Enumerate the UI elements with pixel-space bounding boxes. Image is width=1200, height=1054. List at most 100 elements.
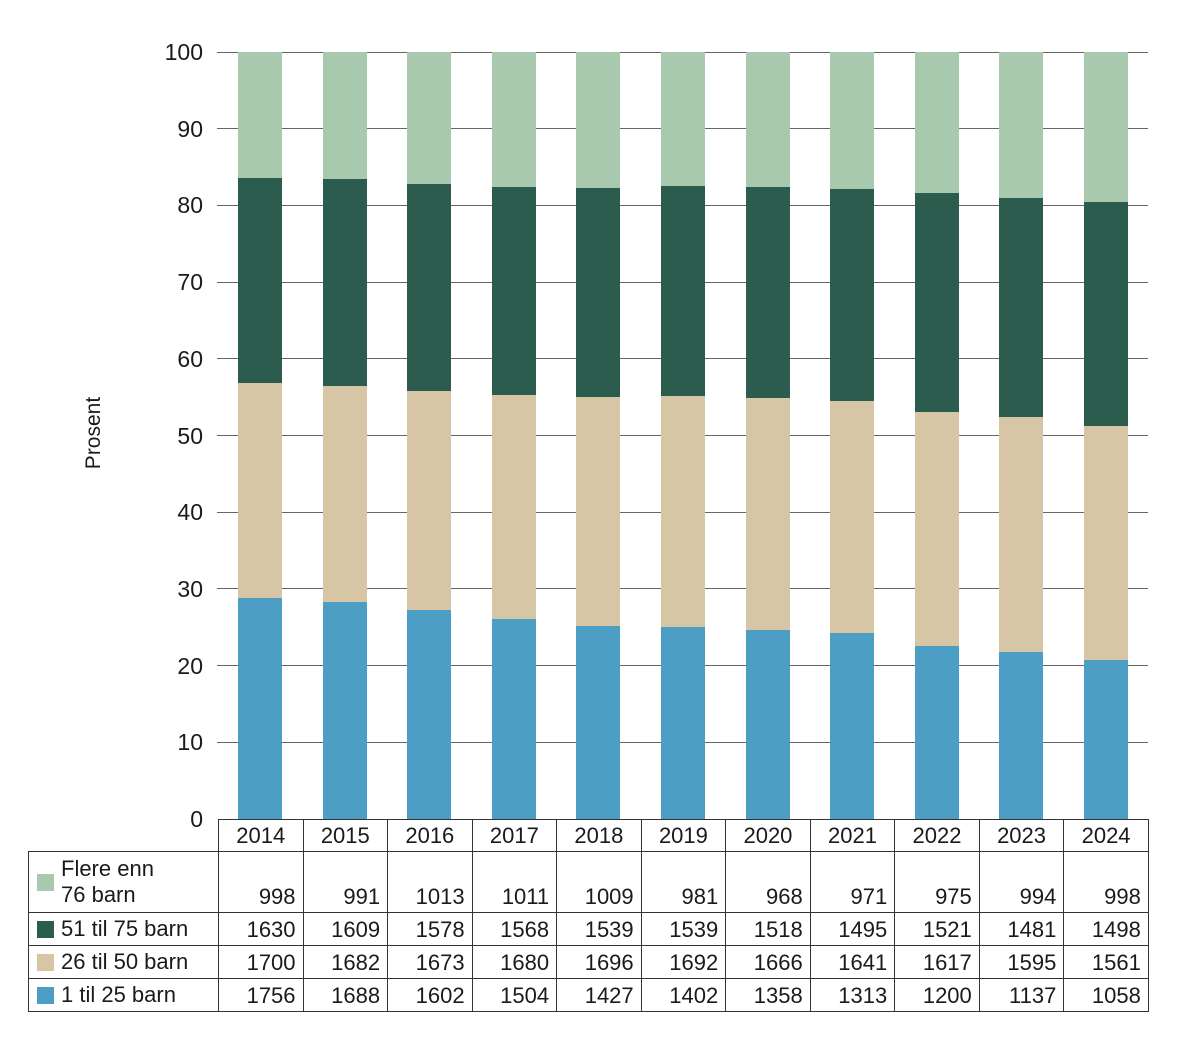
- bar-segment: [576, 396, 621, 626]
- y-tick-label-70: 70: [177, 269, 203, 296]
- bar-segment: [238, 597, 283, 819]
- value-cell: 998: [218, 851, 304, 913]
- bar-segment: [238, 177, 283, 384]
- value-cell: 975: [894, 851, 980, 913]
- table-row: Flere enn 76 barn 998 991 1013 1011 1009 981 968…: [28, 851, 1149, 913]
- y-tick-label-80: 80: [177, 192, 203, 219]
- bar-segment: [491, 618, 536, 819]
- bar-segment: [322, 52, 367, 180]
- series-label: Flere enn 76 barn: [61, 856, 154, 907]
- bar-segment: [914, 645, 959, 819]
- year-header: 2017: [471, 819, 558, 852]
- year-header: 2014: [218, 819, 304, 852]
- bar-segment: [576, 52, 621, 189]
- year-header: 2023: [978, 819, 1065, 852]
- bar-segment: [914, 192, 959, 413]
- value-cell: 1578: [387, 912, 473, 946]
- bar-segment: [830, 633, 875, 819]
- bar-segment: [238, 383, 283, 598]
- table-row: 51 til 75 barn 1630 1609 1578 1568 1539 1539 15…: [28, 912, 1149, 946]
- bar-segment: [1083, 201, 1128, 427]
- bar-segment: [914, 412, 959, 646]
- table-row: 1 til 25 barn 1756 1688 1602 1504 1427 1402 135…: [28, 978, 1149, 1012]
- value-cell: 1009: [556, 851, 642, 913]
- value-cell: 1539: [640, 912, 727, 946]
- bar-segment: [830, 189, 875, 401]
- bar-segment: [1083, 660, 1128, 819]
- y-tick-label-60: 60: [177, 345, 203, 372]
- value-cell: 981: [640, 851, 727, 913]
- value-cell: 1641: [809, 945, 896, 979]
- legend-swatch: [37, 953, 54, 971]
- value-cell: 1521: [894, 912, 980, 946]
- value-cell: 994: [978, 851, 1065, 913]
- year-header: 2019: [640, 819, 727, 852]
- bar-segment: [322, 386, 367, 603]
- bar-segment: [830, 400, 875, 634]
- bar-segment: [661, 627, 705, 819]
- bar-segment: [407, 52, 452, 185]
- y-tick-label-10: 10: [177, 729, 203, 756]
- value-cell: 1313: [809, 978, 896, 1012]
- value-cell: 1561: [1063, 945, 1149, 979]
- value-cell: 1617: [894, 945, 980, 979]
- value-cell: 1504: [471, 978, 558, 1012]
- y-tick-label-50: 50: [177, 422, 203, 449]
- bar-segment: [491, 395, 536, 619]
- year-header: 2020: [725, 819, 811, 852]
- year-header: 2018: [556, 819, 642, 852]
- value-cell: 1058: [1063, 978, 1149, 1012]
- value-cell: 991: [302, 851, 389, 913]
- legend-swatch: [37, 873, 54, 891]
- bar-segment: [745, 186, 790, 399]
- value-cell: 1700: [218, 945, 304, 979]
- value-cell: 1673: [387, 945, 473, 979]
- series-label: 51 til 75 barn: [61, 916, 189, 941]
- value-cell: 1427: [556, 978, 642, 1012]
- table-row: 26 til 50 barn 1700 1682 1673 1680 1696 1692 16…: [28, 945, 1149, 979]
- value-cell: 1680: [471, 945, 558, 979]
- year-header: 2015: [302, 819, 389, 852]
- value-cell: 1200: [894, 978, 980, 1012]
- value-cell: 1402: [640, 978, 727, 1012]
- bar-segment: [830, 52, 875, 190]
- legend-swatch: [37, 986, 54, 1004]
- bar-segment: [407, 184, 452, 391]
- value-cell: 1756: [218, 978, 304, 1012]
- value-cell: 1568: [471, 912, 558, 946]
- legend-swatch: [37, 920, 54, 938]
- value-cell: 1358: [725, 978, 811, 1012]
- value-cell: 998: [1063, 851, 1149, 913]
- y-tick-label-40: 40: [177, 499, 203, 526]
- bar-segment: [491, 52, 536, 187]
- value-cell: 1518: [725, 912, 811, 946]
- value-cell: 1481: [978, 912, 1065, 946]
- bar-segment: [999, 52, 1044, 199]
- data-table: 2014 2015 2016 2017 2018 2019 2020 2021 2022 2023…: [28, 819, 1149, 1012]
- bar-segment: [322, 602, 367, 819]
- bar-segment: [745, 629, 790, 819]
- value-cell: 1011: [471, 851, 558, 913]
- series-label-cell: 51 til 75 barn: [28, 912, 219, 946]
- value-cell: 1137: [978, 978, 1065, 1012]
- value-cell: 1682: [302, 945, 389, 979]
- bar-segment: [407, 390, 452, 610]
- year-header: 2022: [894, 819, 980, 852]
- value-cell: 1539: [556, 912, 642, 946]
- value-cell: 1495: [809, 912, 896, 946]
- value-cell: 1630: [218, 912, 304, 946]
- bar-segment: [661, 52, 705, 187]
- series-label: 1 til 25 barn: [61, 982, 176, 1007]
- year-header: 2021: [809, 819, 896, 852]
- bar-segment: [999, 416, 1044, 652]
- value-cell: 1692: [640, 945, 727, 979]
- bar-segment: [576, 625, 621, 819]
- year-header: 2024: [1063, 819, 1149, 852]
- bar-segment: [999, 651, 1044, 819]
- bar-segment: [576, 188, 621, 397]
- value-cell: 1696: [556, 945, 642, 979]
- table-corner-cell: [29, 820, 219, 852]
- value-cell: 1602: [387, 978, 473, 1012]
- bar-segment: [407, 609, 452, 819]
